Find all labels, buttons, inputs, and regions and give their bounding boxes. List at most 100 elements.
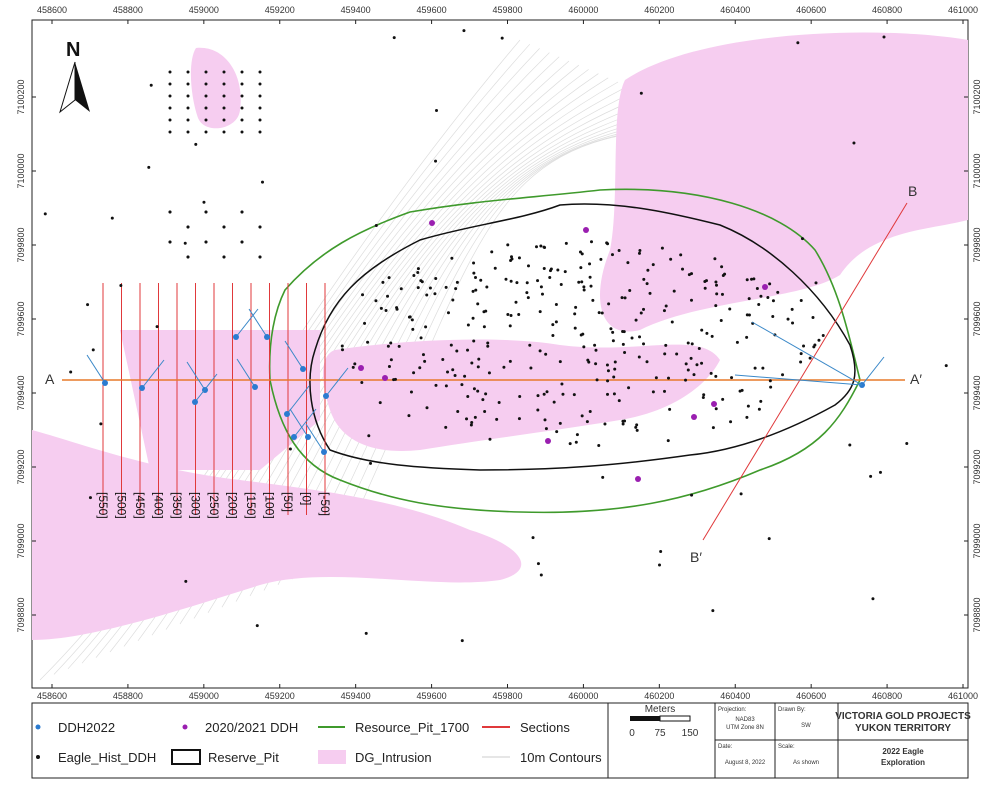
- hist-ddh: [588, 275, 592, 279]
- hist-ddh: [543, 418, 547, 422]
- hist-ddh: [551, 334, 555, 338]
- hist-ddh: [728, 307, 732, 311]
- hist-ddh: [484, 309, 488, 313]
- hist-ddh: [690, 493, 694, 497]
- ddh-trace: [734, 374, 863, 386]
- hist-ddh: [662, 309, 666, 313]
- hist-ddh: [776, 290, 780, 294]
- hist-ddh: [419, 336, 423, 340]
- hist-ddh: [664, 343, 668, 347]
- hist-ddh: [769, 385, 773, 389]
- hist-ddh: [559, 282, 563, 286]
- hist-ddh: [378, 401, 382, 405]
- hist-ddh: [462, 29, 466, 33]
- hist-ddh: [710, 334, 714, 338]
- hist-ddh: [620, 296, 624, 300]
- hist-ddh: [91, 348, 95, 352]
- hist-ddh: [626, 261, 630, 265]
- hist-ddh: [745, 335, 749, 339]
- section-label: [350]: [170, 492, 184, 519]
- hist-ddh: [711, 609, 715, 613]
- project: Exploration: [881, 758, 925, 767]
- intrusion: [190, 47, 241, 129]
- label-b-prime: B′: [690, 549, 702, 565]
- hist-ddh: [645, 282, 649, 286]
- sections: [550] [500] [450] [400] [350] [300] [250] [200]…: [96, 283, 332, 519]
- hist-ddh: [767, 537, 771, 541]
- x-tick-label: 461000: [948, 691, 978, 701]
- hist-ddh: [573, 312, 577, 316]
- hist-ddh: [711, 426, 715, 430]
- hist-ddh: [204, 106, 208, 110]
- hist-ddh: [605, 363, 609, 367]
- hist-ddh: [374, 299, 378, 303]
- north-arrow: [75, 62, 90, 112]
- hist-ddh: [168, 70, 172, 74]
- hist-ddh: [739, 492, 743, 496]
- hist-ddh: [670, 320, 674, 324]
- hist-ddh: [500, 36, 504, 40]
- y-tick-label: 7099400: [972, 375, 982, 410]
- hist-ddh: [460, 383, 464, 387]
- hist-ddh: [454, 287, 458, 291]
- hist-ddh: [715, 292, 719, 296]
- contour: [249, 102, 668, 597]
- hist-ddh: [204, 118, 208, 122]
- y-tick-label: 7100000: [16, 153, 26, 188]
- hist-ddh: [714, 407, 718, 411]
- ddh-trace: [289, 408, 309, 438]
- x-tick-label: 459000: [189, 5, 219, 15]
- hist-ddh: [556, 268, 560, 272]
- hist-ddh: [713, 257, 717, 261]
- hist-ddh: [168, 82, 172, 86]
- hist-ddh: [487, 371, 491, 375]
- hist-ddh: [564, 241, 568, 245]
- hist-ddh: [735, 340, 739, 344]
- hist-ddh: [721, 397, 725, 401]
- y-tick-label: 7100200: [972, 79, 982, 114]
- hist-ddh: [168, 210, 172, 214]
- hist-ddh: [621, 330, 625, 334]
- ddh2022: [102, 380, 108, 386]
- hist-ddh: [572, 393, 576, 397]
- hist-ddh: [612, 375, 616, 379]
- ddh-trace: [186, 361, 206, 391]
- hist-ddh: [455, 349, 459, 353]
- hist-ddh: [240, 130, 244, 134]
- y-tick-label: 7099400: [16, 375, 26, 410]
- hist-ddh: [561, 392, 565, 396]
- hist-ddh: [222, 70, 226, 74]
- hist-ddh: [675, 352, 679, 356]
- hist-ddh: [681, 267, 685, 271]
- hist-ddh: [606, 369, 610, 373]
- hist-ddh: [542, 245, 546, 249]
- hist-ddh: [635, 428, 639, 432]
- section-label: [0]: [300, 492, 314, 505]
- hist-ddh: [486, 344, 490, 348]
- legend-label: Eagle_Hist_DDH: [58, 750, 156, 765]
- hist-ddh: [416, 271, 420, 275]
- hist-ddh: [848, 443, 852, 447]
- ddh2022: [233, 334, 239, 340]
- hist-ddh: [204, 82, 208, 86]
- hist-ddh: [407, 414, 411, 418]
- hist-ddh: [168, 240, 172, 244]
- hist-ddh: [536, 562, 540, 566]
- section-label: [-50]: [318, 492, 332, 516]
- hist-ddh: [663, 389, 667, 393]
- legend-label: DDH2022: [58, 720, 115, 735]
- hist-ddh: [582, 345, 586, 349]
- hist-ddh: [470, 361, 474, 365]
- hist-ddh: [582, 285, 586, 289]
- hist-ddh: [646, 268, 650, 272]
- hist-ddh: [542, 392, 546, 396]
- hist-ddh: [752, 277, 756, 281]
- hist-ddh: [451, 368, 455, 372]
- ddh-2020-2021: [691, 414, 697, 420]
- hist-ddh: [495, 417, 499, 421]
- hist-ddh: [544, 427, 548, 431]
- x-tick-label: 460200: [644, 691, 674, 701]
- hist-ddh: [551, 323, 555, 327]
- hist-ddh: [695, 363, 699, 367]
- hist-ddh: [799, 352, 803, 356]
